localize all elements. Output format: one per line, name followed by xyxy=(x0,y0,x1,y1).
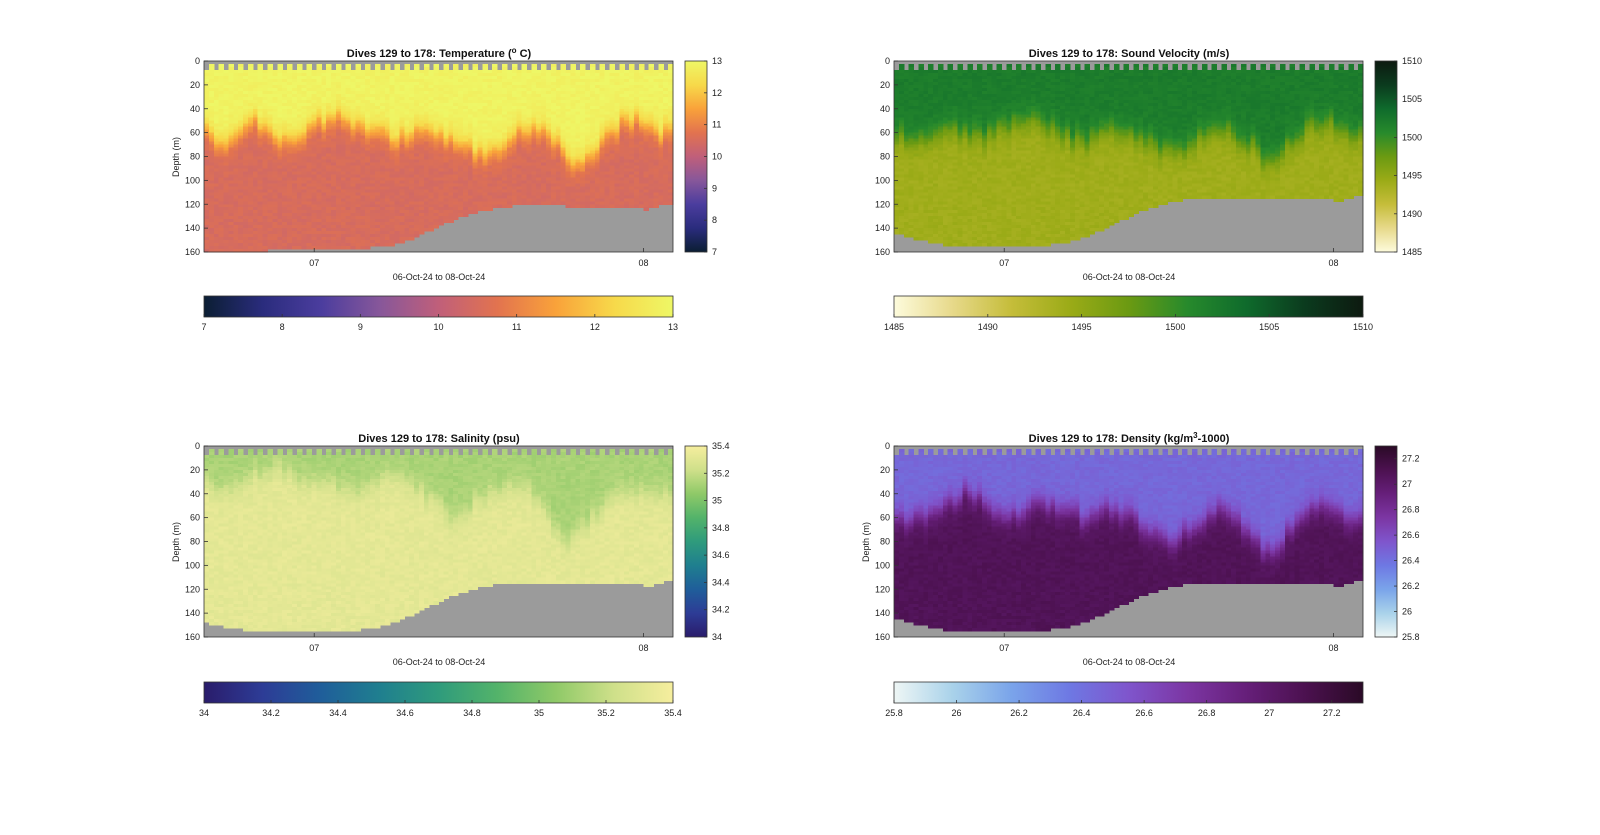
heatmap-cell xyxy=(316,246,321,250)
heatmap-cell xyxy=(600,204,605,208)
heatmap-cell xyxy=(609,204,614,208)
heatmap-cell xyxy=(434,225,439,229)
heatmap-cell xyxy=(624,204,629,208)
heatmap-cell xyxy=(277,246,282,250)
heatmap-cell xyxy=(336,246,341,250)
heatmap-cell xyxy=(439,222,444,226)
heatmap-cell xyxy=(414,234,419,238)
heatmap-cell xyxy=(409,237,414,241)
heatmap-cell xyxy=(526,201,531,205)
heatmap-cell xyxy=(478,207,483,211)
heatmap-cell xyxy=(639,204,644,208)
heatmap-cell xyxy=(575,204,580,208)
heatmap-cell xyxy=(355,246,360,250)
heatmap-cell xyxy=(443,219,448,223)
heatmap-cell xyxy=(331,246,336,250)
heatmap-cell xyxy=(570,204,575,208)
heatmap-cell xyxy=(585,204,590,208)
heatmap-cell xyxy=(307,246,312,250)
heatmap-cell xyxy=(404,237,409,241)
heatmap-cell xyxy=(629,204,634,208)
heatmap-cell xyxy=(282,246,287,250)
heatmap-cell xyxy=(458,213,463,217)
heatmap-cell xyxy=(292,246,297,250)
heatmap-cell xyxy=(385,243,390,247)
heatmap-cell xyxy=(272,246,277,250)
heatmap-cell xyxy=(546,201,551,205)
heatmap-cell xyxy=(365,246,370,250)
heatmap-cell xyxy=(302,246,307,250)
heatmap-cell xyxy=(346,246,351,250)
heatmap-cell xyxy=(512,201,517,205)
heatmap-cell xyxy=(619,204,624,208)
heatmap-cell xyxy=(463,213,468,217)
heatmap-cell xyxy=(551,201,556,205)
heatmap-cell xyxy=(326,246,331,250)
heatmap-cell xyxy=(468,210,473,214)
heatmap-cell xyxy=(649,204,654,208)
heatmap-cell xyxy=(399,240,404,244)
heatmap-cell xyxy=(473,210,478,214)
heatmap-cell xyxy=(634,204,639,208)
heatmap-cell xyxy=(390,243,395,247)
heatmap-cell xyxy=(419,231,424,235)
heatmap-cell xyxy=(541,201,546,205)
heatmap-cell xyxy=(580,204,585,208)
heatmap-cell xyxy=(268,246,273,250)
heatmap-cell xyxy=(536,201,541,205)
heatmap-cell xyxy=(424,228,429,232)
heatmap-cell xyxy=(556,201,561,205)
heatmap-cell xyxy=(507,204,512,208)
heatmap-cell xyxy=(492,204,497,208)
heatmap-cell xyxy=(321,246,326,250)
heatmap-cell xyxy=(287,246,292,250)
heatmap-cell xyxy=(605,204,610,208)
heatmap-cell xyxy=(502,204,507,208)
heatmap-cell xyxy=(429,228,434,232)
heatmap-cell xyxy=(497,204,502,208)
heatmap-cell xyxy=(561,201,566,205)
heatmap-cell xyxy=(370,243,375,247)
heatmap-cell xyxy=(644,207,649,211)
heatmap-cell xyxy=(482,207,487,211)
heatmap-cell xyxy=(487,207,492,211)
heatmap-cell xyxy=(522,201,527,205)
heatmap-cell xyxy=(453,216,458,220)
heatmap-cell xyxy=(351,246,356,250)
heatmap-cell xyxy=(595,204,600,208)
heatmap-cell xyxy=(614,204,619,208)
heatmap-cell xyxy=(566,204,571,208)
heatmap-cell xyxy=(448,219,453,223)
heatmap-cell xyxy=(590,204,595,208)
heatmap-cell xyxy=(517,201,522,205)
heatmap-cell xyxy=(531,201,536,205)
heatmap-cell xyxy=(375,243,380,247)
heatmap-cell xyxy=(360,246,365,250)
heatmap-cell xyxy=(341,246,346,250)
heatmap-cell xyxy=(395,240,400,244)
heatmap-cell xyxy=(380,243,385,247)
heatmap-cell xyxy=(297,246,302,250)
